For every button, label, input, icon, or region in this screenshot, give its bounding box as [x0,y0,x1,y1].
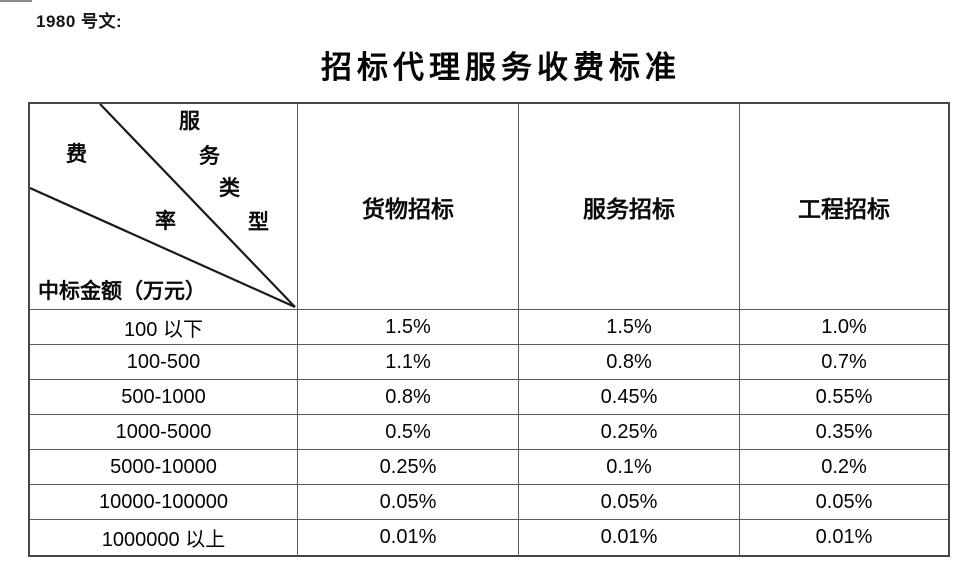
corner-label-type-char-4: 型 [248,210,269,234]
rate-cell-goods: 1.1% [298,345,519,380]
rate-cell-works: 0.05% [740,485,948,520]
rate-cell-goods: 0.8% [298,380,519,415]
rate-cell-services: 0.45% [519,380,740,415]
rate-cell-services: 0.8% [519,345,740,380]
rate-cell-works: 1.0% [740,310,948,345]
amount-range-cell: 100-500 [30,345,298,380]
rate-cell-goods: 0.01% [298,520,519,555]
fee-table: 费 率 服 务 类 型 中标金额（万元） 货物招标 服务招标 工程招标 100 … [28,102,950,557]
rate-cell-goods: 1.5% [298,310,519,345]
rate-cell-works: 0.01% [815,526,873,548]
rate-cell-services: 1.5% [519,310,740,345]
corner-label-type-char-3: 类 [219,176,240,200]
corner-label-rate-char-2: 率 [155,209,176,233]
col-header-goods: 货物招标 [298,104,519,310]
amount-range-cell: 1000-5000 [30,415,298,450]
rate-cell-goods: 0.5% [298,415,519,450]
rate-cell-services: 0.01% [519,520,740,555]
amount-range-cell: 100 以下 [30,310,298,345]
col-header-works: 工程招标 [740,104,948,310]
page-title: 招标代理服务收费标准 [321,50,681,85]
rate-cell-services: 0.05% [519,485,740,520]
rate-cell-works: 0.2% [740,450,948,485]
rate-cell-goods: 0.05% [298,485,519,520]
rate-cell-works: 0.35% [740,415,948,450]
corner-label-type-char-1: 服 [179,109,200,133]
rate-cell-works: 0.7% [740,345,948,380]
doc-ref: 1980 号文: [36,12,123,31]
col-header-services: 服务招标 [519,104,740,310]
rate-cell-services: 0.25% [519,415,740,450]
amount-range-cell: 1000000 以上 [30,520,298,555]
diagonal-line-lower [30,186,296,309]
amount-range-cell: 10000-100000 [30,485,298,520]
corner-label-amount: 中标金额（万元） [38,279,206,303]
corner-header-cell: 费 率 服 务 类 型 中标金额（万元） [30,104,298,310]
amount-range-cell: 500-1000 [30,380,298,415]
amount-range-cell: 5000-10000 [30,450,298,485]
corner-label-rate-char-1: 费 [66,142,87,166]
diagonal-split-lines [30,104,296,309]
corner-label-type-char-2: 务 [199,144,220,168]
rate-cell-works: 0.55% [740,380,948,415]
page-edge-artifact [0,0,32,2]
diagonal-line-upper [99,104,296,308]
rate-cell-goods: 0.25% [298,450,519,485]
rate-cell-services: 0.1% [519,450,740,485]
